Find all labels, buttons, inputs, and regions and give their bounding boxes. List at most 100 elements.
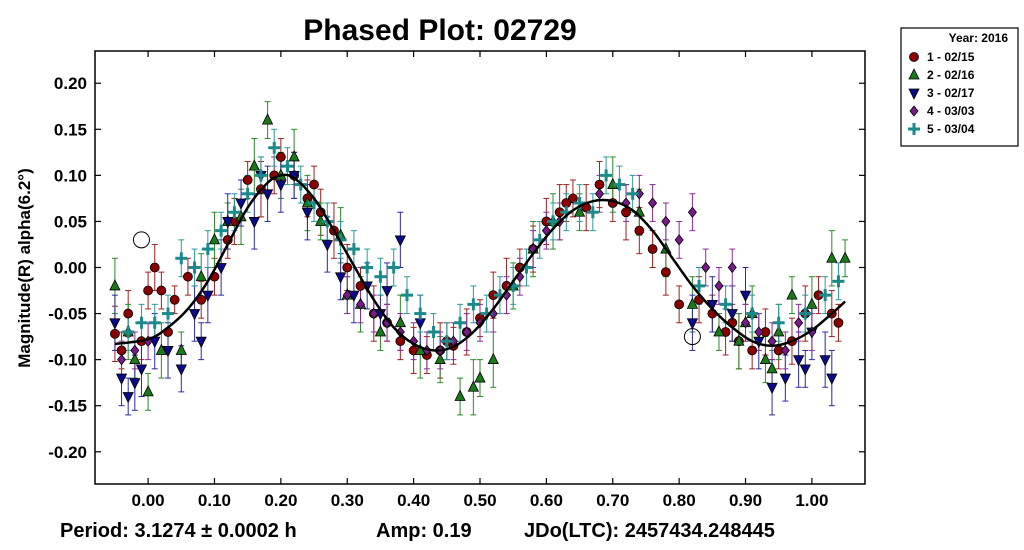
x-tick-label: 0.50 <box>463 491 496 510</box>
y-axis: -0.20 -0.15 -0.10 -0.05 0.00 0.05 0.10 0.15 0.20 <box>48 74 865 462</box>
footer-amp: Amp: 0.19 <box>376 520 472 542</box>
data-point <box>786 288 798 300</box>
data-point <box>195 269 207 282</box>
data-point <box>356 298 366 310</box>
data-point <box>647 244 658 254</box>
data-point <box>361 261 374 274</box>
legend-entry: 4 - 03/03 <box>909 104 975 118</box>
x-tick-label: 0.40 <box>397 491 430 510</box>
data-point <box>440 335 453 348</box>
data-point <box>183 271 193 282</box>
data-point <box>819 289 832 302</box>
data-point <box>634 225 645 236</box>
legend-marker <box>909 52 919 62</box>
data-point <box>117 353 127 366</box>
data-point <box>693 279 706 292</box>
data-point <box>109 318 121 330</box>
data-point <box>347 243 360 256</box>
data-point <box>188 261 201 274</box>
data-point <box>594 179 605 190</box>
data-point <box>739 290 752 303</box>
data-point <box>162 307 175 320</box>
data-point <box>242 175 253 185</box>
data-point <box>215 224 228 237</box>
legend-label: 4 - 03/03 <box>927 104 975 118</box>
legend-label: 2 - 02/16 <box>927 68 975 82</box>
data-point <box>414 307 427 320</box>
data-point <box>754 326 764 338</box>
data-point <box>648 197 658 209</box>
data-point <box>149 262 160 273</box>
data-point <box>129 378 141 390</box>
footer-jdo: JDo(LTC): 2457434.248445 <box>524 520 775 542</box>
x-tick-label: 1.00 <box>795 491 828 510</box>
y-tick-label: 0.00 <box>54 259 87 278</box>
data-point <box>116 345 127 356</box>
data-point <box>686 297 699 309</box>
legend: Year: 2016 1 - 02/15 2 - 02/16 3 - 02/17 4 … <box>900 27 1019 147</box>
data-point <box>773 325 785 337</box>
data-point <box>175 343 187 355</box>
data-point <box>374 270 387 283</box>
y-tick-label: 0.20 <box>54 74 87 93</box>
data-point <box>261 113 274 125</box>
data-point <box>162 346 174 358</box>
data-point <box>342 262 353 273</box>
data-point <box>561 198 572 208</box>
data-point <box>201 243 214 256</box>
data-point <box>568 193 578 204</box>
data-point <box>686 318 699 330</box>
highlight-ring <box>132 231 150 249</box>
data-point <box>175 252 188 265</box>
data-point <box>235 198 247 210</box>
data-point <box>806 297 818 309</box>
data-point <box>208 232 221 245</box>
data-point <box>727 261 737 274</box>
data-point <box>248 159 260 171</box>
data-point <box>766 382 778 395</box>
data-point <box>275 180 287 192</box>
data-point <box>195 336 207 349</box>
data-point <box>747 345 758 356</box>
legend-title: Year: 2016 <box>949 31 1009 45</box>
data-point <box>600 169 613 182</box>
data-point <box>733 334 745 346</box>
data-point <box>241 187 254 200</box>
data-point <box>261 189 274 201</box>
data-point <box>122 325 135 338</box>
data-point <box>348 290 360 303</box>
footer: Period: 3.1274 ± 0.0002 h Amp: 0.19 JDo(… <box>60 520 775 542</box>
data-point <box>714 280 724 292</box>
y-tick-label: -0.20 <box>48 443 87 462</box>
data-point <box>634 188 644 200</box>
x-tick-label: 0.60 <box>530 491 563 510</box>
data-point <box>454 389 466 401</box>
y-tick-label: -0.15 <box>48 397 87 416</box>
data-point <box>487 352 499 365</box>
data-point <box>794 317 804 329</box>
legend-entries: 1 - 02/15 2 - 02/16 3 - 02/17 4 - 03/03 5 - … <box>908 50 975 136</box>
data-point <box>467 380 480 392</box>
legend-marker <box>909 105 919 117</box>
data-point <box>427 325 440 338</box>
data-point <box>143 285 154 296</box>
data-point <box>626 187 639 200</box>
data-point <box>309 179 319 190</box>
data-point <box>474 371 486 383</box>
data-point <box>832 275 845 288</box>
data-point <box>275 152 286 162</box>
data-point <box>713 325 725 337</box>
data-point <box>613 178 626 191</box>
data-point <box>288 150 300 162</box>
data-point <box>547 215 560 228</box>
x-tick-label: 0.70 <box>596 491 629 510</box>
x-axis: 0.00 0.10 0.20 0.30 0.40 0.50 0.60 0.70 0.80 0.90… <box>132 51 828 510</box>
data-point <box>254 169 267 182</box>
data-point <box>839 251 851 263</box>
data-point <box>819 355 831 367</box>
data-point <box>826 251 838 263</box>
data-point <box>467 298 480 311</box>
data-point <box>342 289 352 301</box>
data-point <box>400 289 413 302</box>
